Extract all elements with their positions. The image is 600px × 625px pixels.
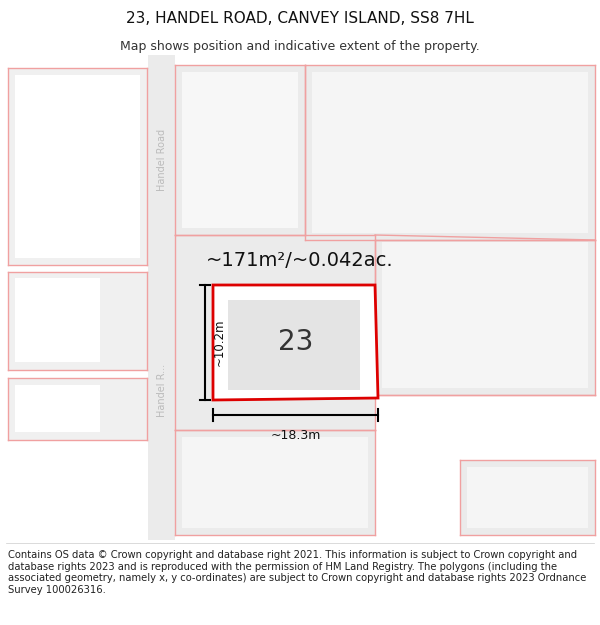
- Text: Contains OS data © Crown copyright and database right 2021. This information is : Contains OS data © Crown copyright and d…: [8, 550, 586, 595]
- Bar: [175, 65, 305, 235]
- Bar: [460, 460, 595, 535]
- Text: ~18.3m: ~18.3m: [271, 429, 320, 442]
- Bar: [8, 272, 147, 370]
- Text: 23, HANDEL ROAD, CANVEY ISLAND, SS8 7HL: 23, HANDEL ROAD, CANVEY ISLAND, SS8 7HL: [126, 11, 474, 26]
- Bar: [175, 235, 375, 430]
- Text: Handel R...: Handel R...: [157, 363, 167, 416]
- Text: ~171m²/~0.042ac.: ~171m²/~0.042ac.: [206, 251, 394, 269]
- Bar: [148, 55, 175, 540]
- Bar: [182, 72, 298, 228]
- Bar: [15, 278, 100, 362]
- Text: Map shows position and indicative extent of the property.: Map shows position and indicative extent…: [120, 39, 480, 52]
- Bar: [15, 385, 100, 432]
- Text: 23: 23: [278, 329, 313, 356]
- Polygon shape: [213, 285, 378, 400]
- Bar: [213, 285, 360, 400]
- Bar: [382, 242, 588, 388]
- Bar: [305, 65, 595, 240]
- Text: ~10.2m: ~10.2m: [213, 319, 226, 366]
- Bar: [312, 72, 588, 233]
- Bar: [8, 378, 147, 440]
- Bar: [467, 467, 588, 528]
- Bar: [228, 300, 360, 390]
- Bar: [375, 235, 595, 395]
- Bar: [175, 430, 375, 535]
- Bar: [182, 437, 368, 528]
- Text: Handel Road: Handel Road: [157, 129, 167, 191]
- Bar: [8, 68, 147, 265]
- Bar: [15, 75, 140, 258]
